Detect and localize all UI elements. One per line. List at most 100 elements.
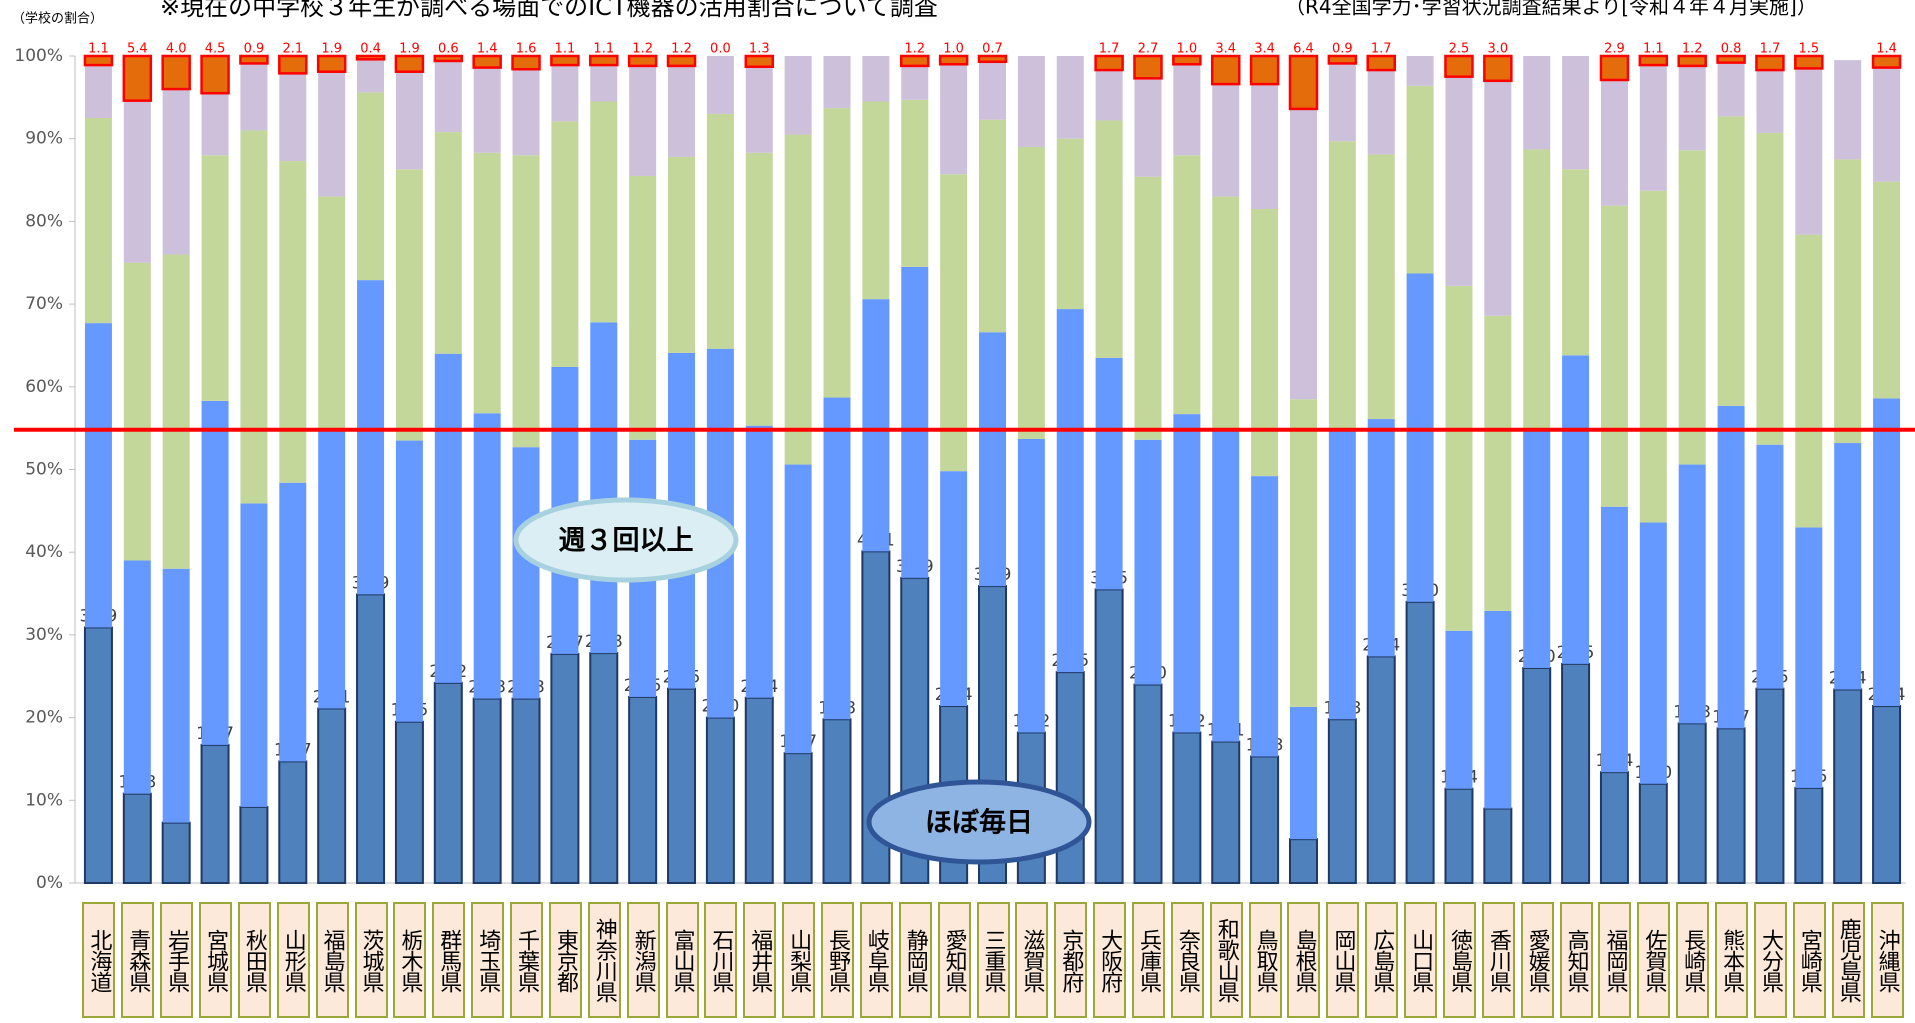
bar-segment [783,752,813,885]
bar-segment [357,280,385,595]
bar-segment [1794,786,1824,885]
bar-segment [1056,56,1084,139]
x-tick-label: 埼玉県 [471,902,505,1018]
bar-segment [240,63,268,131]
x-tick-label: 富山県 [665,902,699,1018]
value-label: 1.2 [632,42,653,57]
bar-segment [668,156,696,353]
y-tick-label: 0% [36,873,63,893]
bar-segment [629,175,657,440]
bar-segment [706,113,734,349]
bar-segment [1717,116,1745,406]
bar-segment [1600,79,1628,206]
bar-segment [278,760,308,885]
bar-segment [318,71,346,197]
bar-segment [316,54,347,73]
bar-segment [1367,70,1395,155]
bar-segment [1172,54,1202,66]
value-label: 3.4 [1215,42,1236,57]
bar-segment [668,65,696,157]
bar-segment [550,652,580,885]
bar-segment [1873,181,1901,399]
bar-segment [1639,190,1667,523]
bar-segment [279,482,307,762]
bar-segment [434,132,462,354]
bar-segment [1328,63,1356,142]
value-label: 4.5 [205,42,226,57]
bar-segment [240,130,268,504]
value-label: 0.9 [244,42,265,57]
bar-segment [83,54,114,67]
bar-segment [823,108,851,398]
value-label: 1.7 [1099,42,1120,57]
x-tick-label: 秋田県 [237,902,271,1018]
bar-segment [162,89,190,255]
x-tick-label: 沖縄県 [1870,902,1904,1018]
bar-segment [123,262,151,561]
bar-segment [394,54,425,73]
legend-callout [513,497,739,583]
bar-segment [901,99,929,267]
bar-segment [1250,755,1280,884]
y-tick-label: 80% [25,211,63,231]
bar-segment [1056,138,1084,310]
bar-segment [1756,444,1784,689]
y-axis-label: （学校の割合） [12,11,103,27]
value-label: 1.0 [1177,42,1198,57]
value-label: 0.6 [438,42,459,57]
bar-segment [1251,84,1279,209]
value-label: 4.0 [166,42,187,57]
bar-segment [395,169,423,441]
bar-segment [1834,443,1862,690]
bar-segment [1600,506,1628,773]
bar-segment [394,720,424,884]
x-tick-label: 滋賀県 [1015,902,1049,1018]
bar-segment [473,67,501,153]
bar-segment [1212,196,1240,429]
x-tick-label: 北海道 [82,902,116,1018]
bar-segment [1444,787,1474,884]
x-tick-label: 青森県 [121,902,155,1018]
value-label: 1.2 [1682,42,1703,57]
bar-segment [1523,149,1551,429]
bar-segment [1445,285,1473,631]
bar-segment [1523,428,1551,668]
bar-segment [1562,56,1590,170]
bar-segment [1095,70,1123,121]
bar-segment [1172,731,1202,885]
x-tick-label: 山形県 [276,902,310,1018]
x-tick-label: 神奈川県 [587,902,621,1018]
x-tick-label: 大分県 [1753,902,1787,1018]
bar-segment [1756,70,1784,133]
bar-segment [1367,419,1395,657]
value-label: 1.9 [399,42,420,57]
bar-segment [1366,54,1396,72]
bar-segment [200,54,230,95]
x-tick-label: 静岡県 [898,902,932,1018]
bar-segment [628,695,658,884]
bar-segment [1756,132,1784,445]
bar-segment [551,65,579,122]
x-tick-label: 高知県 [1559,902,1593,1018]
x-tick-label: 京都府 [1054,902,1088,1018]
bar-segment [1328,428,1356,720]
y-tick-label: 50% [25,460,63,480]
bar-segment [979,119,1006,333]
bar-segment [201,155,229,401]
x-tick-label: 鳥取県 [1248,902,1282,1018]
bar-segment [1173,64,1201,156]
bar-segment [1483,807,1513,885]
bar-segment [1133,683,1163,885]
bar-segment [279,73,307,162]
bar-segment [512,447,540,699]
bar-segment [1522,666,1552,884]
bar-segment [1444,54,1474,78]
bar-segment [1288,54,1319,111]
bar-segment [823,397,851,720]
chart-title: ※現在の中学校３年生が調べる場面でのICT機器の活用割合について調査 [160,0,938,21]
bar-segment [1328,141,1356,429]
bar-segment [940,64,968,175]
y-tick-label: 30% [25,625,63,645]
x-tick-label: 兵庫県 [1131,902,1165,1018]
bar-segment [822,718,852,885]
